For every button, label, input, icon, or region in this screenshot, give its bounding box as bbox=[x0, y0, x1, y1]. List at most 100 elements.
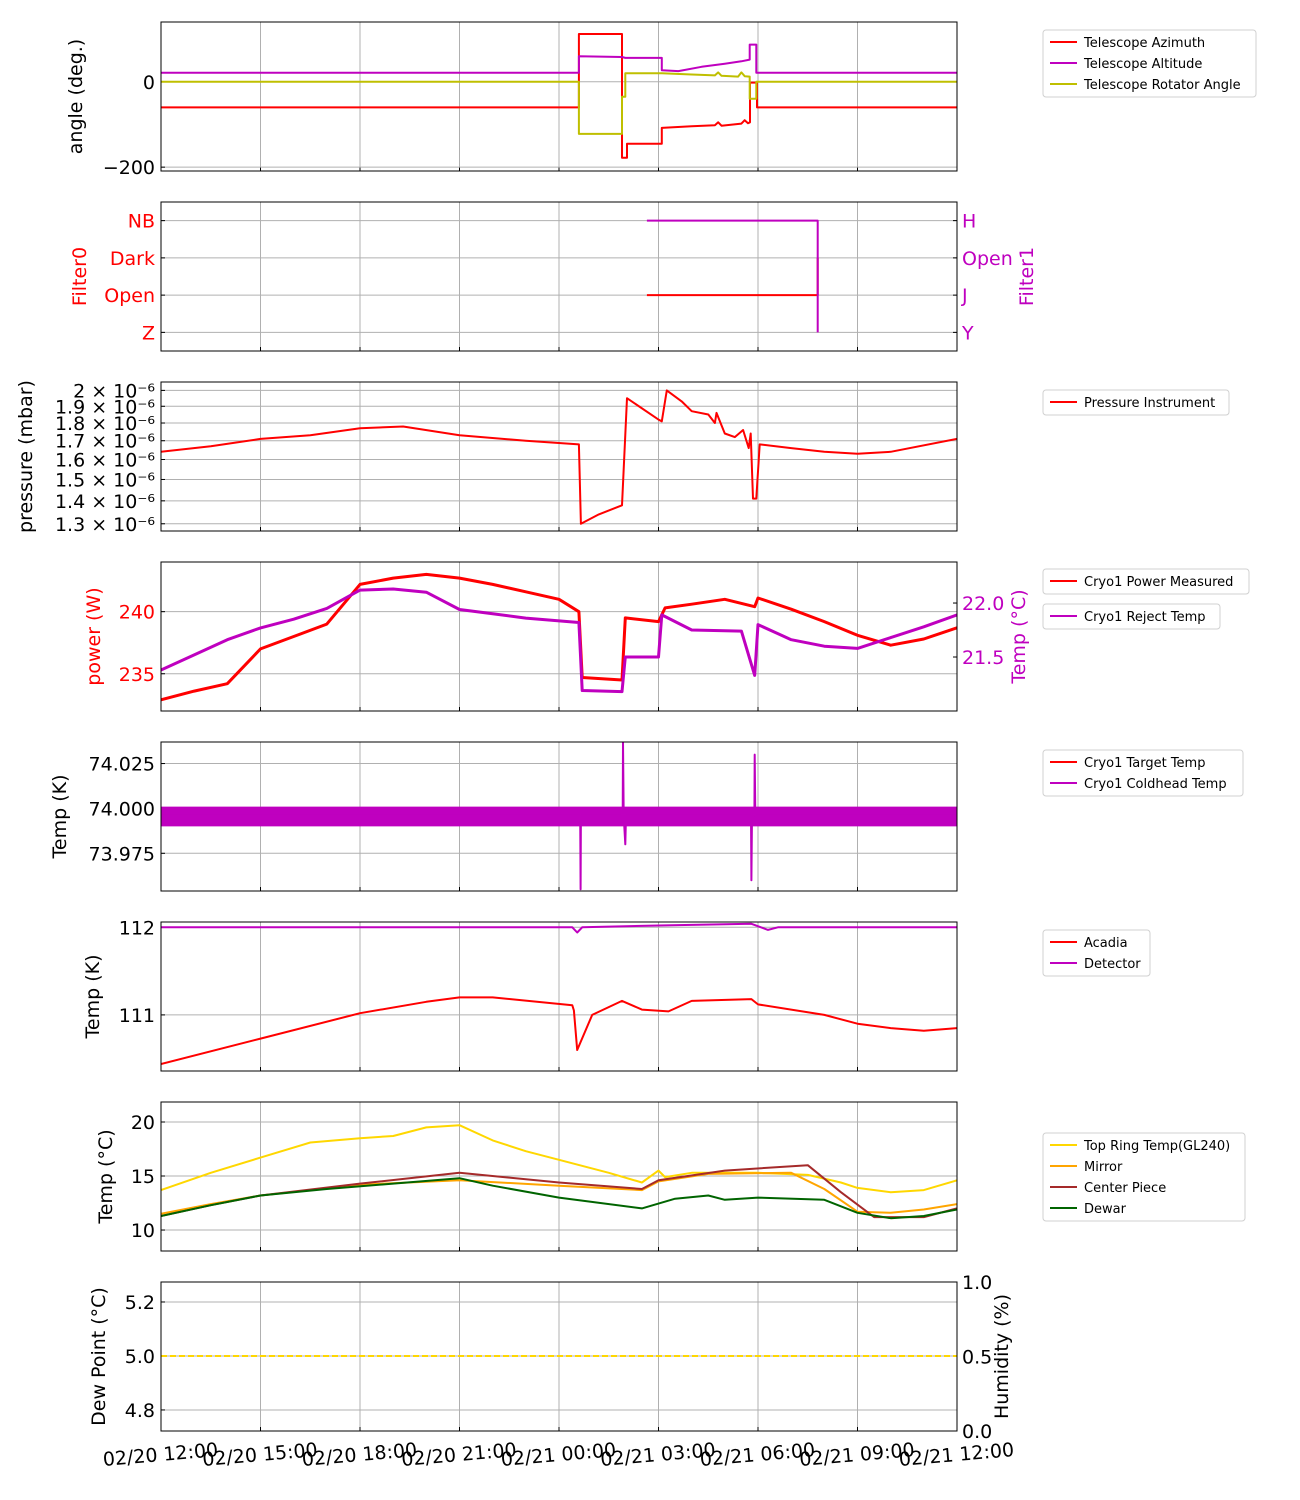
y-right-tick-label: 22.0 bbox=[962, 593, 1004, 615]
y-tick-label: −200 bbox=[103, 157, 155, 179]
axes-frame bbox=[160, 741, 958, 892]
series-line-telescope-rotator-angle bbox=[161, 71, 957, 135]
panel-2: Z Open Dark NB YJ Open H Filter0 Filter1 bbox=[69, 201, 1038, 352]
y-tick-label: 1.8 × 10⁻⁶ bbox=[55, 413, 155, 435]
y-tick-label: Open bbox=[104, 285, 155, 307]
legend-label: Telescope Azimuth bbox=[1083, 36, 1205, 51]
legend: Cryo1 Reject Temp bbox=[1042, 603, 1221, 630]
y-tick-label: Z bbox=[142, 322, 155, 344]
axes-frame bbox=[160, 201, 958, 352]
y-tick-label: 235 bbox=[119, 664, 155, 686]
y-tick-label: 1.9 × 10⁻⁶ bbox=[55, 396, 155, 418]
legend: Cryo1 Target Temp Cryo1 Coldhead Temp bbox=[1042, 749, 1244, 797]
series-line-filter0 bbox=[646, 257, 819, 297]
legend-box bbox=[1042, 749, 1244, 797]
axes-frame bbox=[160, 1101, 958, 1252]
legend-label: Telescope Rotator Angle bbox=[1083, 78, 1241, 93]
legend-box bbox=[1042, 603, 1221, 630]
panel-7: 10 15 20 Temp (°C) Top Ring Temp(GL240) Mirro… bbox=[95, 1101, 1246, 1252]
y-tick-label: 1.4 × 10⁻⁶ bbox=[55, 491, 155, 513]
series-line-dewar bbox=[161, 1177, 957, 1220]
legend-box bbox=[1042, 389, 1230, 416]
y-tick-label: 1.5 × 10⁻⁶ bbox=[55, 469, 155, 491]
legend-label: Dewar bbox=[1084, 1202, 1127, 1217]
y-tick-label: 0 bbox=[143, 72, 155, 94]
y-tick-label: 112 bbox=[119, 917, 155, 939]
legend-label: Cryo1 Coldhead Temp bbox=[1084, 777, 1227, 792]
series-line-cryo1-coldhead-temp bbox=[161, 742, 957, 891]
y-tick-label: 5.0 bbox=[125, 1346, 155, 1368]
legend-label: Cryo1 Reject Temp bbox=[1084, 610, 1206, 625]
legend: Telescope Azimuth Telescope Altitude Teles… bbox=[1042, 29, 1257, 98]
y-right-tick-label: J bbox=[961, 285, 968, 307]
legend-label: Center Piece bbox=[1084, 1181, 1166, 1196]
y-right-tick-label: Open bbox=[962, 248, 1013, 270]
y-axis-label: Dew Point (°C) bbox=[88, 1287, 110, 1426]
y-tick-label: 1.7 × 10⁻⁶ bbox=[55, 431, 155, 453]
y-tick-label: 240 bbox=[119, 602, 155, 624]
legend: Pressure Instrument bbox=[1042, 389, 1230, 416]
y-axis-label: angle (deg.) bbox=[65, 39, 87, 154]
y-axis-right-label: Filter1 bbox=[1016, 247, 1038, 306]
axes-frame bbox=[160, 381, 958, 532]
y-tick-label: 2 × 10⁻⁶ bbox=[73, 380, 155, 402]
legend-label: Cryo1 Target Temp bbox=[1084, 756, 1205, 771]
y-right-tick-label: H bbox=[962, 211, 976, 233]
legend: Cryo1 Power Measured bbox=[1042, 568, 1250, 595]
series-line-cryo1-reject-temp bbox=[161, 587, 957, 694]
series-line-pressure-instrument bbox=[161, 389, 957, 525]
y-tick-label: 5.2 bbox=[125, 1292, 155, 1314]
y-tick-label: NB bbox=[128, 211, 155, 233]
legend-label: Top Ring Temp(GL240) bbox=[1083, 1139, 1230, 1154]
y-tick-label: 20 bbox=[131, 1112, 155, 1134]
series-line-top-ring-temp-gl240 bbox=[161, 1124, 957, 1194]
series-line-telescope-altitude bbox=[161, 43, 957, 74]
y-tick-label: 74.000 bbox=[89, 798, 155, 820]
y-axis-label: power (W) bbox=[83, 587, 105, 685]
panel-8: 4.8 5.0 5.2 0.0 0.5 1.0 Dew Point (°C) Humidity… bbox=[88, 1272, 1015, 1471]
plot-area bbox=[161, 922, 957, 1065]
legend-label: Detector bbox=[1084, 957, 1141, 972]
axes-frame bbox=[160, 21, 958, 172]
axes-frame bbox=[160, 921, 958, 1072]
y-axis-label: Temp (K) bbox=[82, 955, 104, 1040]
legend: Acadia Detector bbox=[1042, 929, 1151, 977]
panel-5: 73.975 74.000 74.025 Temp (K) Cryo1 Target T… bbox=[49, 741, 1244, 892]
plot-area bbox=[646, 219, 819, 333]
y-axis-right-label: Humidity (%) bbox=[991, 1294, 1013, 1419]
legend-box bbox=[1042, 29, 1257, 98]
y-right-tick-label: 0.5 bbox=[962, 1347, 992, 1369]
legend: Top Ring Temp(GL240) Mirror Center Piece De… bbox=[1042, 1132, 1246, 1222]
x-tick-label: 02/21 12:00 bbox=[898, 1439, 1015, 1471]
y-axis-label: Temp (°C) bbox=[95, 1129, 117, 1224]
y-tick-label: 1.3 × 10⁻⁶ bbox=[55, 514, 155, 536]
y-tick-label: 73.975 bbox=[89, 843, 155, 865]
axes-frame bbox=[160, 1281, 958, 1432]
plot-area bbox=[161, 572, 957, 702]
legend-label: Mirror bbox=[1084, 1160, 1123, 1175]
y-tick-label: 4.8 bbox=[125, 1400, 155, 1422]
y-tick-label: 10 bbox=[131, 1220, 155, 1242]
panel-3: 2 × 10⁻⁶1.9 × 10⁻⁶1.8 × 10⁻⁶1.7 × 10⁻⁶ 1.… bbox=[15, 380, 1230, 536]
plot-area bbox=[161, 1124, 957, 1220]
legend-label: Telescope Altitude bbox=[1083, 57, 1202, 72]
series-line-acadia bbox=[161, 996, 957, 1065]
y-right-tick-label: 21.5 bbox=[962, 647, 1004, 669]
y-tick-label: 15 bbox=[131, 1166, 155, 1188]
plot-area bbox=[161, 33, 957, 159]
series-line-detector bbox=[161, 922, 957, 934]
plot-area bbox=[161, 389, 957, 525]
y-tick-label: Dark bbox=[110, 248, 155, 270]
y-right-tick-label: 1.0 bbox=[962, 1272, 992, 1294]
panel-6: 111 112 Temp (K) Acadia Detector bbox=[82, 917, 1151, 1072]
y-tick-label: 111 bbox=[119, 1005, 155, 1027]
legend-label: Cryo1 Power Measured bbox=[1084, 575, 1233, 590]
legend-label: Pressure Instrument bbox=[1084, 396, 1215, 411]
y-right-tick-label: 0.0 bbox=[962, 1421, 992, 1443]
y-axis-right-label: Temp (°C) bbox=[1008, 589, 1030, 684]
legend-box bbox=[1042, 1132, 1246, 1222]
y-right-tick-label: Y bbox=[961, 322, 974, 344]
y-tick-label: 74.025 bbox=[89, 754, 155, 776]
